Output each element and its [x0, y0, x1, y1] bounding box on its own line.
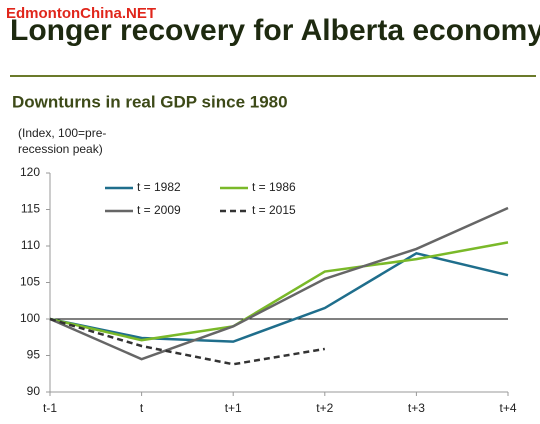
subtitle: Downturns in real GDP since 1980	[12, 92, 288, 111]
series-line	[49, 241, 509, 342]
x-tick-label: t	[140, 401, 144, 415]
legend-label: t = 1986	[252, 180, 296, 194]
legend-label: t = 2015	[252, 203, 296, 217]
x-tick-label: t+2	[316, 401, 333, 415]
y-tick-label: 110	[21, 238, 40, 252]
y-tick-label: 95	[27, 348, 41, 362]
legend-label: t = 2009	[137, 203, 181, 217]
y-tick-label: 90	[27, 384, 41, 398]
y-tick-label: 115	[21, 202, 40, 216]
series-line	[49, 317, 326, 366]
chart-title: Longer recovery for Alberta economy	[10, 14, 540, 47]
y-tick-label: 120	[20, 165, 40, 179]
legend-label: t = 1982	[137, 180, 181, 194]
series-line	[49, 251, 509, 343]
x-tick-label: t-1	[43, 401, 57, 415]
series-line	[49, 206, 509, 361]
y-tick-label: 105	[20, 275, 40, 289]
watermark: EdmontonChina.NET	[6, 5, 156, 22]
x-tick-label: t+4	[499, 401, 516, 415]
y-tick-label: 100	[20, 311, 40, 325]
y-axis-label: (Index, 100=pre-	[18, 126, 106, 140]
x-tick-label: t+1	[225, 401, 242, 415]
y-axis-label: recession peak)	[18, 142, 103, 156]
x-tick-label: t+3	[408, 401, 425, 415]
